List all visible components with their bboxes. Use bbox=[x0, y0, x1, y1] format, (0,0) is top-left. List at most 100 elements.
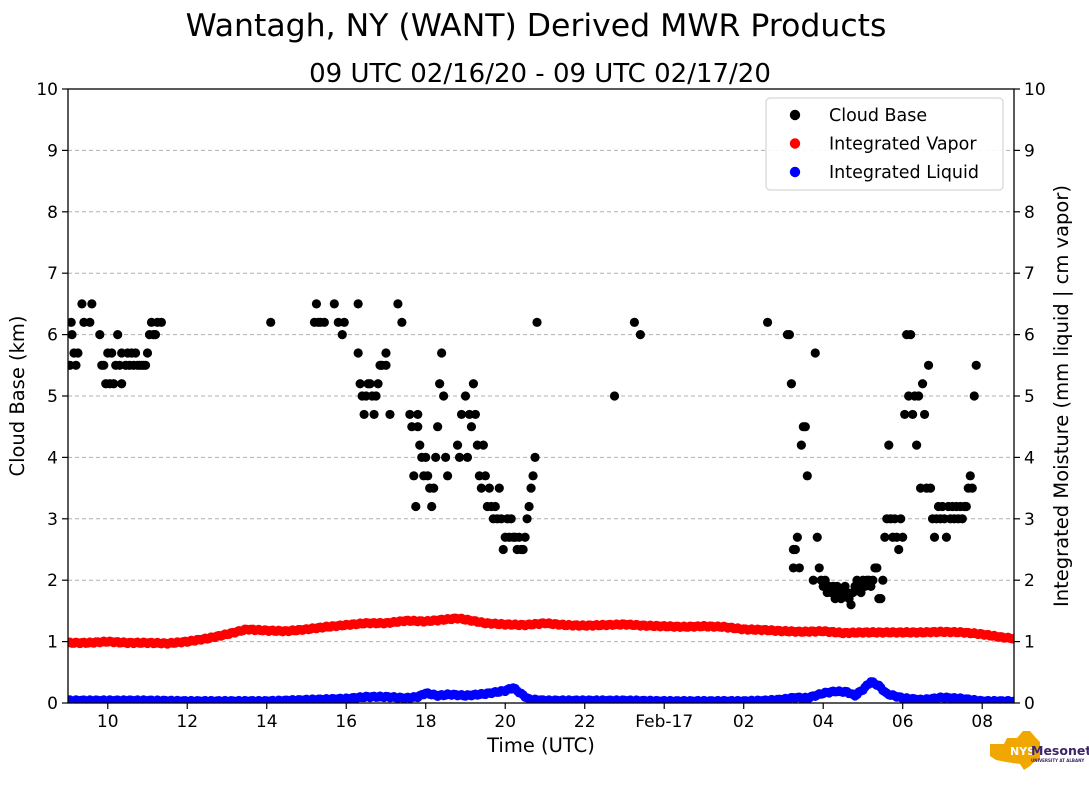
x-tick-label: Feb-17 bbox=[635, 712, 693, 732]
cloud-base-point bbox=[969, 391, 979, 401]
cloud-base-point bbox=[468, 379, 479, 389]
y-tick-label-left: 6 bbox=[47, 326, 58, 346]
cloud-base-point bbox=[494, 483, 504, 493]
nys-mesonet-logo: NYS Mesonet UNIVERSITY AT ALBANY bbox=[990, 731, 1089, 770]
x-tick-label: 20 bbox=[494, 712, 516, 732]
cloud-base-point bbox=[520, 532, 530, 542]
y-tick-label-left: 1 bbox=[47, 633, 58, 653]
cloud-base-point bbox=[85, 317, 95, 327]
cloud-base-point bbox=[898, 532, 908, 542]
cloud-base-point bbox=[518, 544, 528, 555]
cloud-base-point bbox=[393, 299, 403, 309]
cloud-base-point bbox=[790, 544, 800, 555]
y-tick-label-left: 8 bbox=[47, 203, 58, 223]
y-tick-label-left: 2 bbox=[47, 571, 58, 591]
cloud-base-point bbox=[906, 330, 916, 340]
cloud-base-point bbox=[113, 330, 123, 340]
legend-marker-cloud-base bbox=[789, 109, 801, 121]
cloud-base-point bbox=[415, 440, 425, 450]
cloud-base-point bbox=[381, 360, 391, 370]
cloud-base-point bbox=[339, 317, 349, 327]
cloud-base-point bbox=[130, 348, 141, 358]
cloud-base-point bbox=[353, 299, 363, 309]
cloud-base-point bbox=[786, 379, 797, 389]
cloud-base-point bbox=[635, 330, 645, 340]
x-tick-label: 10 bbox=[97, 712, 119, 732]
cloud-base-point bbox=[87, 299, 97, 309]
cloud-base-point bbox=[929, 532, 940, 542]
cloud-base-point bbox=[484, 483, 494, 493]
y-tick-label-right: 2 bbox=[1024, 571, 1035, 591]
cloud-base-point bbox=[369, 409, 379, 420]
cloud-base-point bbox=[908, 409, 918, 420]
cloud-base-point bbox=[423, 471, 433, 481]
logo-name: Mesonet bbox=[1031, 743, 1089, 758]
cloud-base-point bbox=[498, 544, 508, 555]
y-axis-left: 0 1 2 3 4 5 6 7 8 9 10 bbox=[36, 80, 68, 714]
y-tick-label-right: 10 bbox=[1024, 80, 1046, 100]
cloud-base-point bbox=[353, 348, 363, 358]
series-integrated-vapor bbox=[68, 613, 1014, 649]
liquid-point bbox=[1009, 696, 1014, 703]
y-tick-label-right: 5 bbox=[1024, 387, 1035, 407]
cloud-base-point bbox=[872, 563, 882, 573]
cloud-base-point bbox=[802, 471, 812, 481]
cloud-base-point bbox=[405, 409, 415, 420]
legend-marker-integrated-vapor bbox=[789, 138, 801, 149]
cloud-base-point bbox=[762, 317, 773, 327]
cloud-base-point bbox=[460, 391, 471, 401]
x-tick-label: 02 bbox=[733, 712, 755, 732]
cloud-base-point bbox=[311, 299, 322, 309]
y-tick-label-left: 4 bbox=[47, 448, 58, 468]
y-tick-label-right: 6 bbox=[1024, 326, 1035, 346]
legend-label: Cloud Base bbox=[829, 106, 927, 126]
cloud-base-point bbox=[476, 483, 486, 493]
series-integrated-liquid bbox=[68, 677, 1014, 703]
cloud-base-point bbox=[71, 360, 81, 370]
legend: Cloud Base Integrated Vapor Integrated Liq… bbox=[765, 97, 1004, 191]
y-tick-label-right: 8 bbox=[1024, 203, 1035, 223]
x-axis-label: Time (UTC) bbox=[486, 734, 595, 757]
cloud-base-point bbox=[629, 317, 640, 327]
cloud-base-point bbox=[454, 452, 465, 462]
cloud-base-point bbox=[68, 317, 76, 327]
cloud-base-point bbox=[961, 501, 971, 512]
cloud-base-point bbox=[150, 330, 161, 340]
x-tick-label: 08 bbox=[971, 712, 993, 732]
cloud-base-point bbox=[912, 440, 922, 450]
cloud-base-point bbox=[466, 422, 477, 432]
cloud-base-point bbox=[506, 514, 516, 524]
gridlines bbox=[68, 149, 1014, 643]
cloud-base-point bbox=[355, 379, 365, 389]
cloud-base-point bbox=[359, 409, 369, 420]
cloud-base-point bbox=[456, 409, 467, 420]
y-tick-label-left: 0 bbox=[47, 694, 58, 714]
cloud-base-point bbox=[814, 563, 824, 573]
cloud-base-point bbox=[437, 348, 447, 358]
cloud-base-point bbox=[812, 532, 822, 542]
x-axis: 10 12 14 16 18 20 22 Feb-17 02 04 06 08 bbox=[97, 703, 993, 732]
y-tick-label-left: 3 bbox=[47, 510, 58, 530]
x-tick-label: 16 bbox=[335, 712, 357, 732]
cloud-base-point bbox=[329, 299, 339, 309]
cloud-base-point bbox=[880, 532, 890, 542]
x-tick-label: 12 bbox=[176, 712, 198, 732]
cloud-base-point bbox=[957, 514, 967, 524]
cloud-base-point bbox=[411, 501, 421, 512]
cloud-base-point bbox=[421, 452, 431, 462]
cloud-base-point bbox=[99, 360, 109, 370]
cloud-base-point bbox=[142, 348, 153, 358]
chart-title: Wantagh, NY (WANT) Derived MWR Products bbox=[186, 8, 887, 44]
cloud-base-point bbox=[140, 360, 151, 370]
cloud-base-point bbox=[371, 391, 381, 401]
y-tick-label-right: 7 bbox=[1024, 264, 1035, 284]
y-tick-label-right: 3 bbox=[1024, 510, 1035, 530]
chart-subtitle: 09 UTC 02/16/20 - 09 UTC 02/17/20 bbox=[309, 59, 771, 89]
legend-marker-integrated-liquid bbox=[789, 166, 801, 178]
cloud-base-point bbox=[470, 409, 481, 420]
ny-state-shape-icon bbox=[990, 731, 1040, 770]
legend-label: Integrated Liquid bbox=[829, 163, 979, 183]
legend-box bbox=[765, 97, 1004, 191]
cloud-base-point bbox=[73, 348, 83, 358]
cloud-base-point bbox=[462, 452, 473, 462]
